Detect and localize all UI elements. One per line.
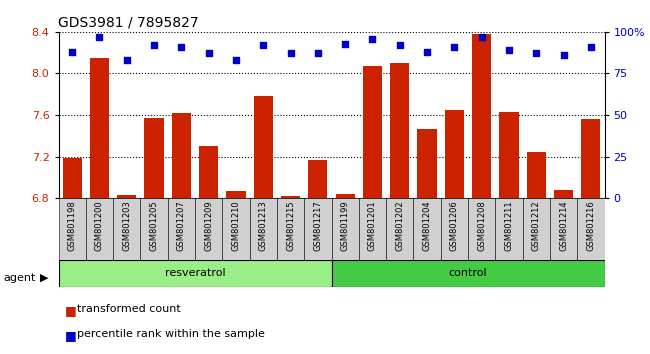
Bar — [441, 198, 468, 260]
Bar — [58, 198, 86, 260]
Text: GSM801207: GSM801207 — [177, 200, 186, 251]
Bar — [550, 198, 577, 260]
Bar — [526, 153, 546, 198]
Bar — [359, 198, 386, 260]
Text: GSM801213: GSM801213 — [259, 200, 268, 251]
Text: GSM801211: GSM801211 — [504, 200, 514, 251]
Bar — [304, 198, 332, 260]
Bar — [254, 96, 273, 198]
Bar — [281, 196, 300, 198]
Point — [395, 42, 405, 48]
Point — [231, 57, 241, 63]
Bar — [113, 198, 140, 260]
Bar — [390, 63, 410, 198]
Text: GSM801210: GSM801210 — [231, 200, 240, 251]
Text: ■: ■ — [65, 304, 77, 318]
Text: GSM801199: GSM801199 — [341, 200, 350, 251]
Text: GSM801214: GSM801214 — [559, 200, 568, 251]
Bar — [363, 66, 382, 198]
Bar — [445, 110, 464, 198]
Point — [203, 51, 214, 56]
Bar — [472, 34, 491, 198]
Text: GSM801212: GSM801212 — [532, 200, 541, 251]
Text: resveratrol: resveratrol — [164, 268, 226, 279]
Bar — [581, 119, 601, 198]
Text: agent: agent — [3, 273, 36, 283]
Bar — [495, 198, 523, 260]
Point — [558, 52, 569, 58]
Bar — [172, 113, 191, 198]
Point — [449, 44, 460, 50]
Point — [285, 51, 296, 56]
Text: GSM801209: GSM801209 — [204, 200, 213, 251]
Text: GSM801204: GSM801204 — [422, 200, 432, 251]
Text: GSM801216: GSM801216 — [586, 200, 595, 251]
Bar — [308, 160, 328, 198]
Point — [586, 44, 596, 50]
Bar — [144, 118, 164, 198]
Bar — [250, 198, 277, 260]
Bar — [58, 260, 332, 287]
Bar — [335, 194, 355, 198]
Point — [340, 41, 350, 46]
Text: GSM801208: GSM801208 — [477, 200, 486, 251]
Bar — [90, 58, 109, 198]
Point — [531, 51, 541, 56]
Text: percentile rank within the sample: percentile rank within the sample — [77, 329, 265, 339]
Text: GSM801201: GSM801201 — [368, 200, 377, 251]
Bar — [140, 198, 168, 260]
Bar — [62, 158, 82, 198]
Bar — [86, 198, 113, 260]
Text: GSM801205: GSM801205 — [150, 200, 159, 251]
Text: transformed count: transformed count — [77, 304, 181, 314]
Text: control: control — [448, 268, 488, 279]
Point — [176, 44, 187, 50]
Point — [367, 36, 378, 41]
Point — [94, 34, 105, 40]
Point — [149, 42, 159, 48]
Bar — [332, 260, 604, 287]
Bar — [523, 198, 550, 260]
Point — [67, 49, 77, 55]
Bar — [332, 198, 359, 260]
Point — [122, 57, 132, 63]
Text: GSM801203: GSM801203 — [122, 200, 131, 251]
Bar — [199, 146, 218, 198]
Text: ▶: ▶ — [40, 273, 49, 283]
Text: GSM801206: GSM801206 — [450, 200, 459, 251]
Text: GSM801215: GSM801215 — [286, 200, 295, 251]
Point — [476, 34, 487, 40]
Bar — [413, 198, 441, 260]
Text: GSM801198: GSM801198 — [68, 200, 77, 251]
Text: GSM801200: GSM801200 — [95, 200, 104, 251]
Bar — [417, 129, 437, 198]
Point — [258, 42, 268, 48]
Point — [504, 47, 514, 53]
Text: GSM801217: GSM801217 — [313, 200, 322, 251]
Point — [313, 51, 323, 56]
Point — [422, 49, 432, 55]
Bar — [577, 198, 605, 260]
Text: GSM801202: GSM801202 — [395, 200, 404, 251]
Text: ■: ■ — [65, 329, 77, 342]
Bar — [195, 198, 222, 260]
Bar — [468, 198, 495, 260]
Bar — [222, 198, 250, 260]
Bar — [554, 190, 573, 198]
Bar — [226, 191, 246, 198]
Bar — [168, 198, 195, 260]
Text: GDS3981 / 7895827: GDS3981 / 7895827 — [58, 15, 199, 29]
Bar — [499, 112, 519, 198]
Bar — [117, 195, 136, 198]
Bar — [386, 198, 413, 260]
Bar — [277, 198, 304, 260]
